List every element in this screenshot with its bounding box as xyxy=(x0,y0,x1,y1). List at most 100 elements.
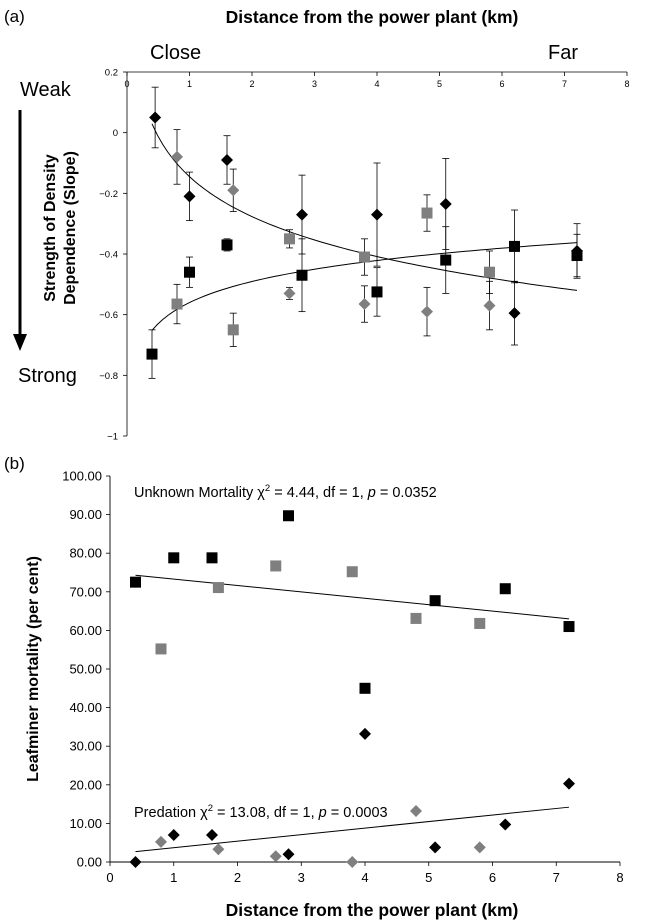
panel-a-x-tick-label: 7 xyxy=(562,79,567,89)
panel-a-y-tick-label: −0.8 xyxy=(99,371,118,382)
panel-b-y-tick-label: 10.00 xyxy=(69,816,102,831)
panel-a-x-tick-label: 1 xyxy=(187,79,192,89)
panel-a-y-tick-label: −0.2 xyxy=(99,189,118,200)
panel-a-diamond-point xyxy=(371,208,383,221)
panel-b-x-tick-label: 1 xyxy=(170,870,177,885)
panel-a-x-tick-label: 5 xyxy=(437,79,442,89)
weak-annotation: Weak xyxy=(20,79,72,101)
panel-a: (a) Distance from the power plant (km) C… xyxy=(4,7,630,443)
panel-a-points xyxy=(146,86,583,379)
panel-b-diamond-point xyxy=(359,727,371,740)
panel-a-square-point xyxy=(184,266,195,278)
panel-b-x-tick-label: 5 xyxy=(425,870,432,885)
panel-b-y-tick-label: 20.00 xyxy=(69,777,102,792)
panel-b-square-point xyxy=(206,552,218,564)
panel-a-axes: 0 1 2 3 4 5 6 7 8 −1 −0.8 −0.6 −0.4 −0.2 0 0.2 xyxy=(99,68,629,443)
panel-a-square-point xyxy=(484,266,495,278)
panel-a-diamond-point xyxy=(508,307,521,320)
panel-a-x-tick-label: 4 xyxy=(374,79,379,89)
panel-b-diamond-point xyxy=(212,843,225,856)
panel-b-diamond-point xyxy=(206,828,218,841)
panel-b-diamond-point xyxy=(346,856,359,868)
panel-a-diamond-point xyxy=(149,111,162,124)
panel-b-ylabel: Leafminer mortality (per cent) xyxy=(25,556,42,782)
panel-b-square-point xyxy=(563,621,575,633)
unknown-mortality-annotation: Unknown Mortality χ2 = 4.44, df = 1, p =… xyxy=(134,483,437,501)
panel-b-diamond-point xyxy=(429,841,442,854)
panel-b-x-tick-label: 3 xyxy=(298,870,305,885)
panel-b-diamond-point xyxy=(155,835,167,848)
panel-a-square-point xyxy=(509,240,520,252)
panel-b-diamond-point xyxy=(269,850,282,863)
panel-a-y-tick-label: 0.2 xyxy=(105,68,118,79)
panel-a-diamond-point xyxy=(421,305,433,318)
panel-a-diamond-point xyxy=(283,287,296,300)
panel-a-x-tick-label: 3 xyxy=(312,79,317,89)
panel-a-square-point xyxy=(146,348,158,360)
panel-b-y-tick-label: 40.00 xyxy=(69,700,102,715)
panel-b-diamond-point xyxy=(129,856,142,868)
panel-a-diamond-point xyxy=(171,150,183,163)
panel-a-square-point xyxy=(359,251,370,263)
panel-b-x-tick-label: 6 xyxy=(489,870,496,885)
panel-b-square-point xyxy=(346,566,358,578)
panel-b-y-tick-label: 70.00 xyxy=(69,584,102,599)
panel-b-diamond-point xyxy=(167,828,180,841)
panel-b-diamond-point xyxy=(410,805,422,818)
panel-a-diamond-point xyxy=(439,197,452,210)
panel-b-square-point xyxy=(155,643,167,655)
panel-a-diamond-point xyxy=(221,153,233,166)
panel-a-diamond-point xyxy=(358,298,371,311)
panel-b-square-point xyxy=(359,682,371,694)
strong-annotation: Strong xyxy=(18,365,77,387)
panel-b-diamond-point xyxy=(499,818,512,831)
far-annotation: Far xyxy=(548,42,578,64)
panel-a-square-point xyxy=(571,250,583,262)
panel-a-ylabel-line1: Strength of Density xyxy=(42,154,59,302)
panel-b-diamond-point xyxy=(473,841,486,854)
panel-b-square-point xyxy=(283,510,294,522)
panel-a-y-tick-label: −0.4 xyxy=(99,250,118,261)
panel-b-square-point xyxy=(130,576,141,588)
panel-a-top-axis-title: Distance from the power plant (km) xyxy=(226,7,519,27)
panel-b-square-point xyxy=(474,617,486,629)
panel-b-diamond-point xyxy=(282,848,295,861)
panel-a-y-tick-label: −1 xyxy=(107,432,118,443)
panel-b-y-tick-label: 60.00 xyxy=(69,623,102,638)
panel-b-trendlines xyxy=(135,574,570,853)
panel-a-diamond-point xyxy=(183,190,196,203)
panel-a-diamond-point xyxy=(227,184,240,197)
strength-arrow xyxy=(13,110,27,351)
panel-a-x-tick-label: 0 xyxy=(124,79,129,89)
panel-b-y-tick-label: 0.00 xyxy=(77,855,102,870)
panel-b-y-tick-label: 80.00 xyxy=(69,546,102,561)
panel-b-x-tick-label: 2 xyxy=(234,870,241,885)
panel-a-square-point xyxy=(421,207,433,219)
panel-a-diamond-point xyxy=(483,299,496,312)
panel-a-square-point xyxy=(221,239,233,251)
panel-a-label: (a) xyxy=(4,7,25,26)
panel-a-square-point xyxy=(296,269,308,281)
panel-b-y-tick-label: 50.00 xyxy=(69,662,102,677)
panel-b-points xyxy=(129,510,575,868)
panel-b-y-tick-label: 30.00 xyxy=(69,739,102,754)
panel-b-x-tick-label: 0 xyxy=(106,870,113,885)
panel-b-label: (b) xyxy=(4,454,25,473)
panel-b-square-point xyxy=(429,595,441,607)
panel-a-y-tick-label: −0.6 xyxy=(99,310,118,321)
panel-b-trendline xyxy=(135,806,570,853)
panel-b-axes: 0.00 10.00 20.00 30.00 40.00 50.00 60.00 70.00 8… xyxy=(62,469,623,886)
panel-a-diamond-point xyxy=(296,208,308,221)
panel-b-x-tick-label: 7 xyxy=(553,870,560,885)
panel-a-x-tick-label: 2 xyxy=(249,79,254,89)
predation-annotation: Predation χ2 = 13.08, df = 1, p = 0.0003 xyxy=(134,803,388,821)
panel-b-y-tick-label: 100.00 xyxy=(62,469,102,484)
panel-a-square-point xyxy=(371,286,383,298)
panel-b-square-point xyxy=(168,552,180,564)
panel-a-square-point xyxy=(171,298,183,310)
panel-b-diamond-point xyxy=(563,777,575,790)
panel-b-square-point xyxy=(212,582,224,594)
panel-b-square-point xyxy=(270,560,282,572)
panel-a-x-tick-label: 6 xyxy=(499,79,504,89)
